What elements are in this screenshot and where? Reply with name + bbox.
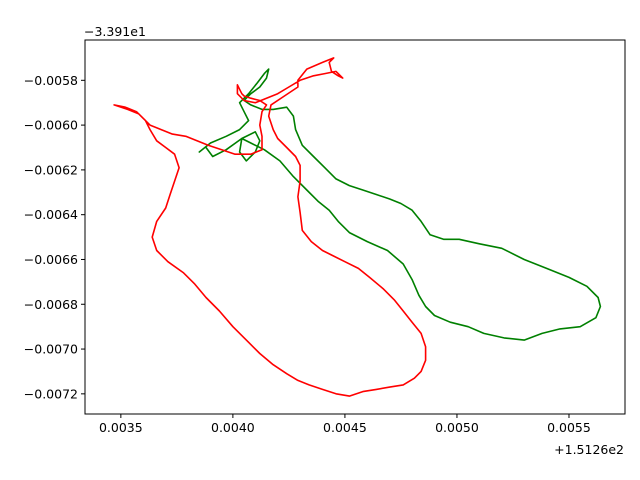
x-tick-label: 0.0055 [547, 420, 591, 435]
x-tick-label: 0.0040 [211, 420, 255, 435]
y-tick-label: −0.0072 [24, 386, 78, 401]
y-tick-label: −0.0062 [24, 162, 78, 177]
plot-series-layer [113, 57, 602, 397]
y-tick-label: −0.0066 [24, 252, 78, 267]
y-tick-label: −0.0060 [24, 118, 78, 133]
y-tick-label: −0.0070 [24, 342, 78, 357]
y-tick-label: −0.0064 [24, 207, 78, 222]
y-axis: −0.0058 −0.0060 −0.0062 −0.0064 −0.0066 −0.00… [24, 73, 85, 401]
x-axis: 0.0035 0.0040 0.0045 0.0050 0.0055 [99, 414, 591, 435]
x-tick-label: 0.0050 [435, 420, 479, 435]
series-line-1 [113, 57, 427, 397]
x-offset-label: +1.5126e2 [554, 442, 624, 457]
y-tick-label: −0.0068 [24, 297, 78, 312]
axes-frame [84, 39, 626, 415]
x-tick-label: 0.0035 [99, 420, 143, 435]
series-line-0 [198, 68, 602, 341]
y-tick-label: −0.0058 [24, 73, 78, 88]
y-offset-label: −3.391e1 [84, 24, 146, 39]
x-tick-label: 0.0045 [323, 420, 367, 435]
